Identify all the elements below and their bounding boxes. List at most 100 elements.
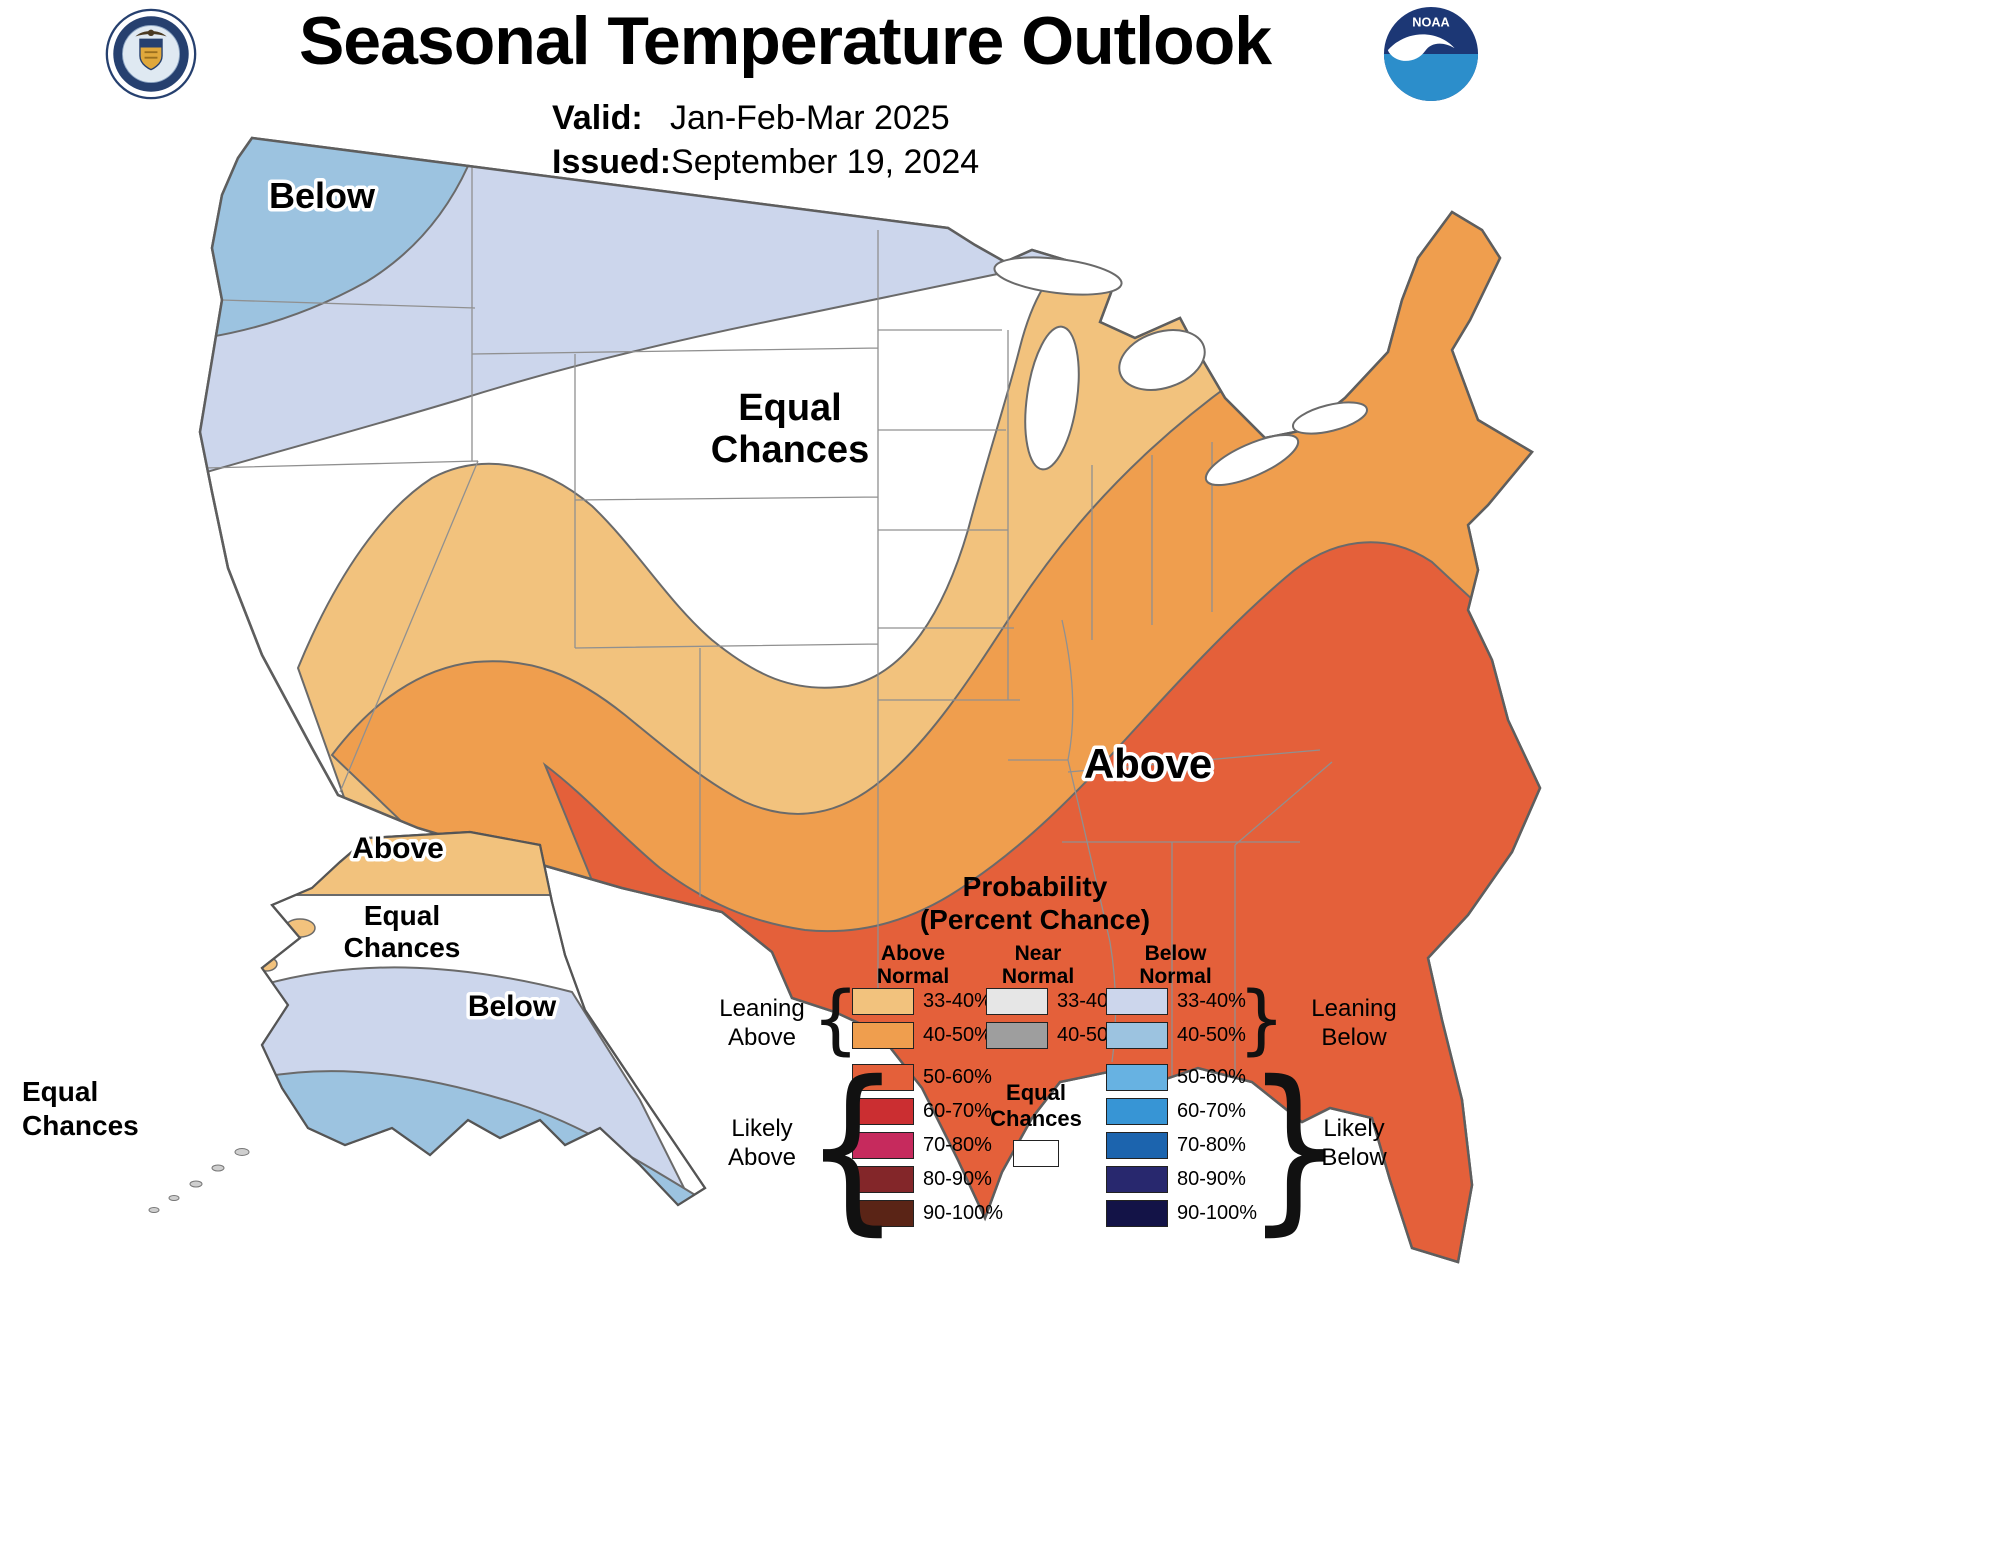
legend-header-below-line1: Below [1144, 942, 1207, 965]
leaning-above-brace: { [812, 975, 860, 1064]
legend-header-below-normal: Below Normal [1098, 942, 1253, 988]
likely-above-line2: Above [727, 1144, 797, 1171]
state-borders [204, 140, 1333, 1095]
issued-label: Issued: [552, 143, 672, 181]
noaa-logo-text: NOAA [1412, 15, 1450, 30]
label-alaska-equal-2: Chances [344, 932, 461, 963]
legend-label: 90-100% [923, 1202, 1004, 1224]
legend-label-leaning-above: Leaning Above [712, 994, 812, 1052]
alaska-outline [260, 830, 707, 1207]
legend-swatch-above-33-40 [852, 988, 914, 1015]
legend-swatch-above-80-90 [852, 1166, 914, 1193]
legend-equal-chances: Equal Chances [968, 1080, 1104, 1167]
alaska-seward-above-patch [284, 918, 316, 938]
legend-swatch-below-80-90 [1106, 1166, 1168, 1193]
legend-equal-line1: Equal [1006, 1080, 1066, 1105]
legend-swatch-equal-chances [1013, 1140, 1059, 1167]
label-aleutian-equal-chances: Equal Chances [22, 1075, 139, 1143]
legend-swatch-near-33-40 [986, 988, 1048, 1015]
legend-header-above-normal: Above Normal [838, 942, 988, 988]
legend-row: 70-80% [1106, 1132, 1257, 1159]
legend-row: 40-50% [852, 1022, 1003, 1049]
leaning-below-line2: Below [1321, 1024, 1387, 1051]
validity-info: Valid: Jan-Feb-Mar 2025 Issued:September … [552, 96, 979, 184]
legend-label: 70-80% [1177, 1134, 1246, 1156]
legend-swatch-above-70-80 [852, 1132, 914, 1159]
legend-row: 33-40% [1106, 988, 1257, 1015]
label-conus-equal-1: Equal [738, 387, 841, 429]
legend-equal-line2: Chances [990, 1106, 1082, 1131]
legend-label: 80-90% [1177, 1168, 1246, 1190]
legend-swatch-below-40-50 [1106, 1022, 1168, 1049]
legend-label: 50-60% [923, 1066, 992, 1088]
legend-row: 60-70% [852, 1098, 1003, 1125]
label-alaska-equal-1: Equal [364, 900, 440, 931]
legend-label: 60-70% [923, 1100, 992, 1122]
legend-label: 80-90% [923, 1168, 992, 1190]
lake-huron [1118, 329, 1206, 391]
legend-row: 33-40% [852, 988, 1003, 1015]
leaning-below-brace: } [1238, 975, 1286, 1064]
legend-label: 70-80% [923, 1134, 992, 1156]
legend-swatch-below-60-70 [1106, 1098, 1168, 1125]
likely-below-line1: Likely [1323, 1115, 1385, 1142]
lake-ontario [1291, 401, 1369, 435]
legend-row: 50-60% [852, 1064, 1003, 1091]
legend-column-above: 33-40% 40-50% 50-60% 60-70% 70-80% 80-90… [852, 988, 1003, 1234]
probability-legend: Probability (Percent Chance) Above Norma… [710, 868, 1470, 1288]
legend-header-near-line1: Near [1014, 942, 1062, 965]
label-aleutian-equal-1: Equal [22, 1076, 99, 1107]
legend-swatch-below-90-100 [1106, 1200, 1168, 1227]
legend-header-above-line2: Normal [876, 965, 950, 988]
dept-of-commerce-seal [105, 8, 197, 100]
lake-superior [993, 256, 1123, 296]
legend-label: 50-60% [1177, 1066, 1246, 1088]
legend-header-near-line2: Normal [1001, 965, 1075, 988]
leaning-above-line1: Leaning [719, 995, 805, 1022]
aleutian-islands [148, 1148, 250, 1213]
legend-label: 90-100% [1177, 1202, 1258, 1224]
likely-below-brace: } [1246, 1042, 1343, 1252]
likely-below-line2: Below [1321, 1144, 1387, 1171]
legend-row: 40-50% [986, 1022, 1126, 1049]
valid-label: Valid: [552, 99, 643, 137]
legend-label-likely-above: Likely Above [712, 1114, 812, 1172]
legend-label-leaning-below: Leaning Below [1298, 994, 1410, 1052]
issued-value: September 19, 2024 [671, 143, 980, 181]
label-aleutian-equal-2: Chances [22, 1110, 139, 1141]
legend-row: 90-100% [852, 1200, 1003, 1227]
likely-above-brace: { [804, 1042, 901, 1252]
legend-label: 60-70% [1177, 1100, 1246, 1122]
legend-row: 70-80% [852, 1132, 1003, 1159]
legend-row: 40-50% [1106, 1022, 1257, 1049]
legend-row: 80-90% [1106, 1166, 1257, 1193]
legend-row: 50-60% [1106, 1064, 1257, 1091]
noaa-logo-graphic: NOAA [1383, 6, 1479, 102]
label-conus-equal-2: Chances [711, 429, 869, 471]
legend-column-below: 33-40% 40-50% 50-60% 60-70% 70-80% 80-90… [1106, 988, 1257, 1234]
legend-swatch-near-40-50 [986, 1022, 1048, 1049]
legend-row: 80-90% [852, 1166, 1003, 1193]
issued-row: Issued:September 19, 2024 [552, 140, 979, 184]
valid-value: Jan-Feb-Mar 2025 [670, 99, 950, 137]
label-conus-above: Above [1084, 740, 1212, 787]
legend-label: 33-40% [1177, 990, 1246, 1012]
likely-above-line1: Likely [731, 1115, 793, 1142]
legend-label-likely-below: Likely Below [1298, 1114, 1410, 1172]
lake-michigan [1024, 325, 1080, 471]
legend-subtitle: (Percent Chance) [919, 904, 1151, 935]
legend-row: 90-100% [1106, 1200, 1257, 1227]
legend-label: 33-40% [923, 990, 992, 1012]
legend-row: 60-70% [1106, 1098, 1257, 1125]
label-alaska-below: Below [468, 990, 557, 1023]
legend-row: 33-40% [986, 988, 1126, 1015]
noaa-logo: NOAA [1382, 5, 1480, 103]
legend-header-near-normal: Near Normal [968, 942, 1108, 988]
great-lakes [993, 256, 1369, 487]
legend-swatch-above-50-60 [852, 1064, 914, 1091]
leaning-above-line2: Above [727, 1024, 797, 1051]
legend-swatch-below-70-80 [1106, 1132, 1168, 1159]
doc-seal-graphic [105, 8, 197, 100]
